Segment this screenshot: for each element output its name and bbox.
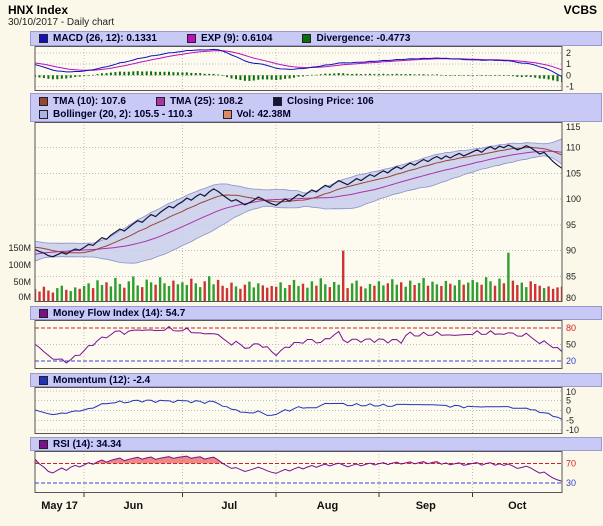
svg-text:85: 85	[566, 271, 576, 281]
momentum-swatch-icon	[39, 375, 48, 385]
page-title: HNX Index	[8, 3, 69, 17]
bollinger-swatch-icon	[39, 110, 48, 119]
volume-legend-label: Vol: 42.38M	[236, 109, 291, 120]
rsi-legend-label: RSI (14): 34.34	[53, 438, 122, 450]
svg-text:-10: -10	[566, 425, 579, 434]
macd-series	[35, 48, 562, 83]
x-axis-label: Sep	[416, 500, 436, 512]
legend-item: RSI (14): 34.34	[39, 439, 121, 450]
brand-logo: VCBS	[563, 3, 597, 17]
rsi-legend: RSI (14): 34.34	[30, 437, 602, 451]
svg-text:80: 80	[566, 323, 576, 333]
x-axis-label: Oct	[508, 500, 527, 512]
mfi-swatch-icon	[39, 308, 48, 318]
svg-text:30: 30	[566, 478, 576, 488]
tma25-legend-label: TMA (25): 108.2	[169, 96, 243, 107]
close-price-line	[35, 144, 562, 258]
mfi-line	[35, 325, 562, 364]
price-legend-row1: TMA (10): 107.6 TMA (25): 108.2 Closing …	[39, 95, 601, 108]
svg-text:90: 90	[566, 246, 576, 256]
closing-price-legend-label: Closing Price: 106	[286, 96, 374, 107]
svg-text:50M: 50M	[13, 277, 31, 287]
tma10-swatch-icon	[39, 97, 48, 106]
x-axis-label: Jul	[221, 500, 237, 512]
rsi-line	[35, 455, 562, 482]
svg-text:150M: 150M	[8, 243, 31, 253]
rsi-swatch-icon	[39, 439, 48, 449]
svg-text:80: 80	[566, 293, 576, 302]
price-plot: 115 110 105 100 95 90 85 80 150M 100M 50M 0M	[8, 122, 581, 302]
svg-text:20: 20	[566, 356, 576, 366]
x-axis-label: May 17	[41, 500, 78, 512]
svg-text:105: 105	[566, 168, 581, 178]
chart-subtitle: 30/10/2017 - Daily chart	[8, 17, 115, 28]
macd-line	[35, 48, 562, 78]
legend-item: Bollinger (20, 2): 105.5 - 110.3	[39, 109, 193, 120]
divergence-legend-label: Divergence: -0.4773	[316, 33, 411, 44]
price-legend: TMA (10): 107.6 TMA (25): 108.2 Closing …	[30, 93, 602, 122]
momentum-legend-label: Momentum (12): -2.4	[53, 374, 151, 386]
legend-item: EXP (9): 0.6104	[186, 33, 273, 44]
svg-text:2: 2	[566, 48, 571, 58]
momentum-line	[35, 399, 562, 420]
price-series	[35, 138, 562, 301]
exp-legend-label: EXP (9): 0.6104	[200, 33, 273, 44]
legend-item: Vol: 42.38M	[222, 109, 291, 120]
tma10-line	[35, 146, 562, 254]
legend-item: Momentum (12): -2.4	[39, 375, 150, 386]
legend-item: TMA (25): 108.2	[155, 96, 243, 107]
macd-plot: 210 -1	[34, 46, 574, 92]
svg-text:-1: -1	[566, 82, 574, 92]
svg-text:5: 5	[566, 396, 571, 406]
volume-swatch-icon	[222, 110, 232, 119]
mfi-series	[35, 325, 562, 364]
svg-text:110: 110	[566, 143, 580, 153]
tma25-line	[35, 150, 562, 255]
x-axis: May 17 Jun Jul Aug Sep Oct	[41, 493, 527, 512]
svg-text:115: 115	[566, 122, 580, 132]
volume-bars	[35, 250, 562, 301]
mfi-legend: Money Flow Index (14): 54.7	[30, 306, 602, 320]
momentum-legend: Momentum (12): -2.4	[30, 373, 602, 387]
macd-legend-label: MACD (26, 12): 0.1331	[53, 33, 157, 44]
svg-text:0M: 0M	[18, 292, 31, 302]
rsi-series	[35, 455, 562, 482]
legend-item: MACD (26, 12): 0.1331	[39, 33, 157, 44]
x-axis-label: Aug	[317, 500, 338, 512]
mfi-legend-label: Money Flow Index (14): 54.7	[53, 307, 186, 319]
mfi-plot: 80 50 20	[34, 320, 576, 369]
svg-text:95: 95	[566, 220, 576, 230]
momentum-series	[35, 399, 562, 420]
svg-text:0: 0	[566, 70, 571, 80]
bollinger-legend-label: Bollinger (20, 2): 105.5 - 110.3	[53, 109, 193, 120]
exp-swatch-icon	[186, 34, 196, 43]
svg-text:70: 70	[566, 458, 576, 468]
tma10-legend-label: TMA (10): 107.6	[53, 96, 126, 107]
rsi-plot: 70 30	[34, 451, 576, 493]
svg-text:50: 50	[566, 340, 576, 350]
price-legend-row2: Bollinger (20, 2): 105.5 - 110.3 Vol: 42…	[39, 108, 601, 121]
legend-item: Divergence: -0.4773	[302, 33, 410, 44]
svg-text:0: 0	[566, 406, 571, 416]
svg-text:100M: 100M	[8, 260, 31, 270]
legend-item: Closing Price: 106	[272, 96, 374, 107]
svg-text:100: 100	[566, 194, 581, 204]
x-axis-label: Jun	[124, 500, 144, 512]
closing-price-swatch-icon	[272, 97, 282, 106]
divergence-bars	[35, 71, 562, 83]
macd-swatch-icon	[39, 34, 48, 43]
rsi-overbought-fill	[35, 456, 492, 464]
svg-text:-5: -5	[566, 415, 574, 425]
macd-legend: MACD (26, 12): 0.1331 EXP (9): 0.6104 Di…	[30, 31, 602, 46]
divergence-swatch-icon	[302, 34, 312, 43]
svg-text:10: 10	[566, 387, 576, 397]
tma25-swatch-icon	[155, 97, 165, 106]
legend-item: TMA (10): 107.6	[39, 96, 126, 107]
bollinger-band	[35, 138, 562, 264]
svg-text:1: 1	[566, 59, 571, 69]
legend-item: Money Flow Index (14): 54.7	[39, 308, 185, 319]
